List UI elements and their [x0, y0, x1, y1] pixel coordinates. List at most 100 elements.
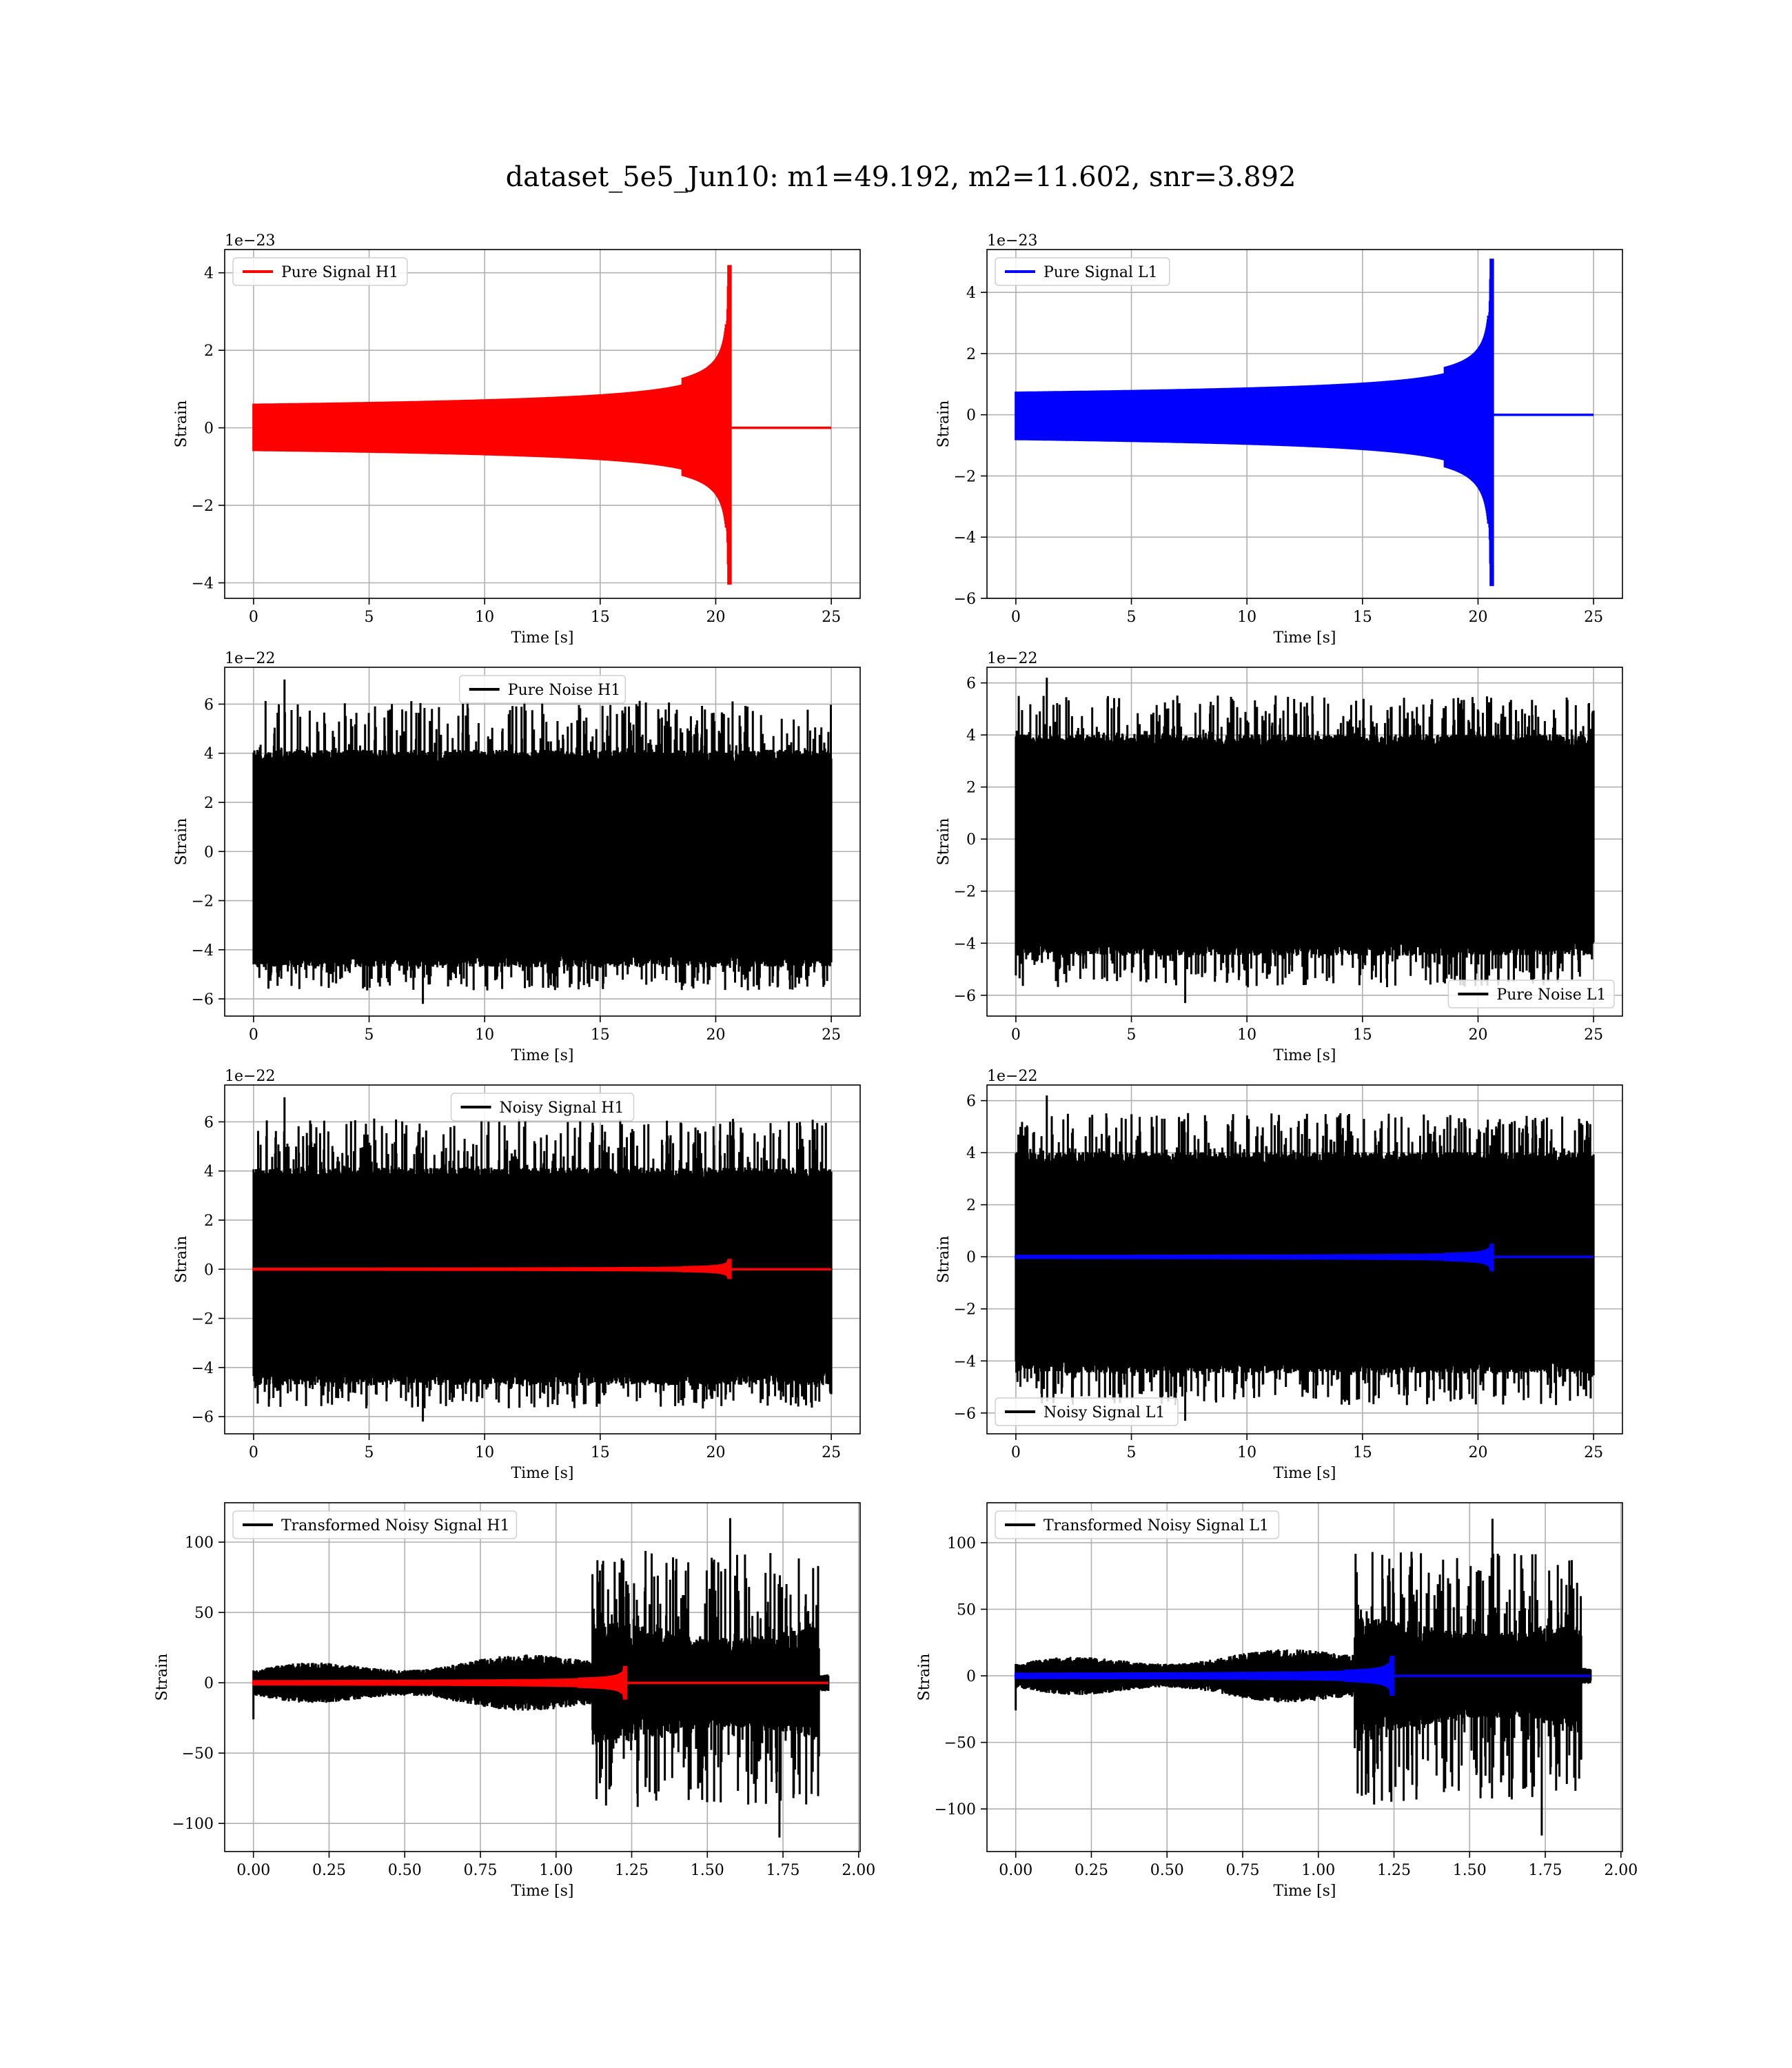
x-tick-label: 15: [1353, 1444, 1372, 1461]
x-tick-label: 0.75: [464, 1862, 498, 1879]
x-tick-label: 0: [1011, 1026, 1021, 1044]
y-tick-label: −100: [172, 1816, 214, 1833]
axes-frame: [224, 1502, 861, 1852]
series-chirp-trace: [252, 1259, 832, 1279]
y-tick-label: 0: [204, 844, 214, 861]
subplot-pure-signal-h1: 0 5 10 15 20 25 −4 −2 0 2 4 Time [s] Strain 1e−23 Pure…: [173, 232, 861, 647]
x-tick-label: 25: [1584, 609, 1603, 626]
y-tick-label: 100: [947, 1535, 976, 1552]
x-tick-label: 5: [1127, 609, 1137, 626]
x-tick-label: 1.50: [1453, 1862, 1487, 1879]
x-tick-label: 25: [822, 1444, 841, 1461]
x-tick-label: 1.00: [539, 1862, 573, 1879]
x-tick-label: 25: [822, 1026, 841, 1044]
x-tick-label: 2.00: [1604, 1862, 1638, 1879]
x-tick-label: 0.75: [1226, 1862, 1260, 1879]
y-tick-label: −2: [954, 884, 976, 901]
x-tick-label: 10: [475, 1026, 494, 1044]
y-tick-label: −2: [192, 893, 214, 911]
y-tick-label: 0: [204, 420, 214, 438]
x-tick-label: 15: [591, 1026, 610, 1044]
y-tick-label: −4: [192, 1360, 214, 1377]
x-tick-label: 10: [1237, 609, 1256, 626]
legend-box: [995, 257, 1170, 286]
x-tick-label: 0: [249, 1026, 258, 1044]
y-axis-label: Strain: [173, 818, 190, 866]
plot-area: [252, 679, 833, 1004]
y-tick-label: 0: [966, 1249, 976, 1266]
x-tick-label: 20: [1468, 609, 1487, 626]
y-tick-label: −50: [944, 1735, 976, 1752]
y-tick-label: 0: [966, 1668, 976, 1685]
x-tick-label: 1.00: [1301, 1862, 1335, 1879]
y-tick-label: −2: [192, 498, 214, 515]
x-tick-label: 0.50: [388, 1862, 422, 1879]
ticks: 0 5 10 15 20 25 −6 −4 −2 0 2 4: [954, 285, 1604, 626]
x-tick-label: 1.75: [766, 1862, 800, 1879]
y-tick-label: 4: [204, 1164, 214, 1181]
legend: Transformed Noisy Signal L1: [995, 1510, 1280, 1539]
y-tick-label: 4: [204, 265, 214, 283]
plot-area: [252, 1518, 830, 1838]
legend: Noisy Signal L1: [995, 1397, 1179, 1426]
ticks: 0 5 10 15 20 25 −6 −4 −2 0 2 4 6: [192, 696, 842, 1044]
ticks: 0.00 0.25 0.50 0.75 1.00 1.25 1.50 1.75 2.00 −100…: [935, 1535, 1638, 1879]
y-tick-label: −6: [192, 1409, 214, 1426]
x-tick-label: 0.25: [312, 1862, 346, 1879]
y-tick-label: 6: [204, 1114, 214, 1131]
x-tick-label: 1.25: [1377, 1862, 1411, 1879]
x-tick-label: 20: [1468, 1444, 1487, 1461]
legend-box: [232, 1510, 518, 1539]
y-axis-label: Strain: [935, 401, 953, 448]
series-chirp-trace: [252, 265, 832, 585]
y-tick-label: 2: [966, 780, 976, 797]
x-tick-label: 15: [1353, 609, 1372, 626]
x-tick-label: 2.00: [842, 1862, 875, 1879]
x-axis-label: Time [s]: [511, 1465, 573, 1482]
y-tick-label: 4: [966, 727, 976, 744]
y-tick-label: 0: [204, 1675, 214, 1692]
legend-box: [458, 675, 627, 704]
series-noise-trace: [252, 679, 833, 1004]
x-tick-label: 0.00: [999, 1862, 1032, 1879]
series-transformed-trace: [252, 1518, 830, 1838]
y-tick-label: 4: [204, 746, 214, 763]
y-offset-label: 1e−22: [225, 650, 275, 667]
x-tick-label: 10: [1237, 1026, 1256, 1044]
x-tick-label: 0: [1011, 609, 1021, 626]
plot-area: [1014, 1519, 1592, 1836]
ticks: 0.00 0.25 0.50 0.75 1.00 1.25 1.50 1.75 2.00 −100…: [172, 1534, 876, 1879]
subplot-transformed-l1: 0.00 0.25 0.50 0.75 1.00 1.25 1.50 1.75 2.00 −100…: [916, 1502, 1638, 1900]
x-tick-label: 25: [1584, 1444, 1603, 1461]
x-tick-label: 5: [1127, 1026, 1137, 1044]
legend: Pure Noise H1: [458, 675, 627, 704]
subplot-noisy-signal-l1: 0 5 10 15 20 25 −6 −4 −2 0 2 4 6 Time [s] Strain 1e−22 N…: [935, 1068, 1623, 1482]
y-tick-label: 2: [204, 795, 214, 812]
axes-frame: [986, 249, 1623, 599]
x-tick-label: 5: [365, 609, 374, 626]
y-axis-label: Strain: [173, 1236, 190, 1284]
x-tick-label: 10: [1237, 1444, 1256, 1461]
series-noise-trace: [1015, 678, 1595, 1004]
legend: Noisy Signal H1: [450, 1093, 635, 1122]
plot-area: [252, 1097, 833, 1422]
y-offset-label: 1e−23: [225, 232, 275, 250]
y-tick-label: −50: [182, 1745, 214, 1763]
y-tick-label: 50: [957, 1602, 976, 1619]
x-tick-label: 0: [1011, 1444, 1021, 1461]
x-tick-label: 20: [706, 1444, 725, 1461]
y-tick-label: 100: [185, 1534, 214, 1552]
y-axis-label: Strain: [935, 818, 953, 866]
x-tick-label: 5: [365, 1026, 374, 1044]
x-axis-label: Time [s]: [1273, 1465, 1336, 1482]
x-axis-label: Time [s]: [511, 629, 573, 647]
y-tick-label: 6: [966, 676, 976, 693]
x-tick-label: 25: [822, 609, 841, 626]
x-tick-label: 0.50: [1150, 1862, 1184, 1879]
series-chirp-trace: [1015, 258, 1594, 587]
x-tick-label: 20: [706, 1026, 725, 1044]
y-offset-label: 1e−22: [987, 650, 1037, 667]
y-tick-label: −2: [192, 1311, 214, 1328]
ticks: 0 5 10 15 20 25 −6 −4 −2 0 2 4 6: [954, 676, 1604, 1044]
axes-frame: [224, 667, 861, 1017]
